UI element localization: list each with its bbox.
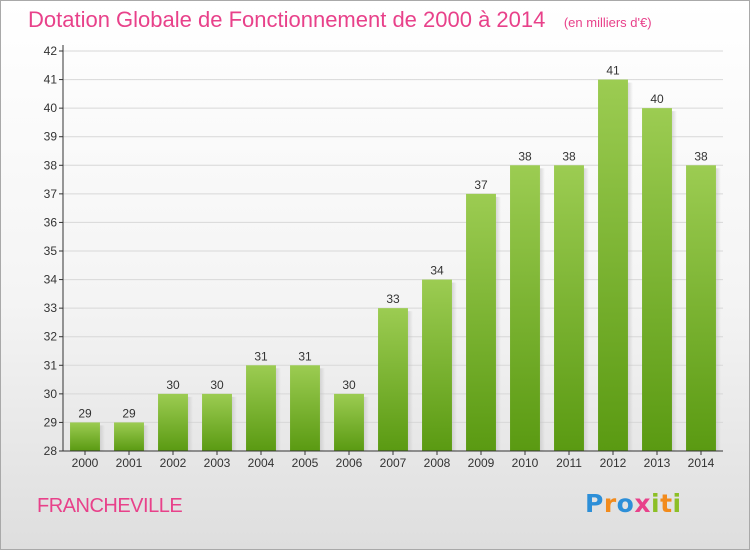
bar-2012 <box>598 79 628 452</box>
bar-value-label: 41 <box>606 64 620 78</box>
bar-value-label: 34 <box>430 264 444 278</box>
bar-value-label: 31 <box>254 349 268 363</box>
y-tick-label: 42 <box>44 44 58 58</box>
bar-shadow <box>275 368 281 451</box>
bar-shadow <box>363 396 369 451</box>
chart-title: Dotation Globale de Fonctionnement de 20… <box>28 7 546 32</box>
bar-value-label: 30 <box>342 378 356 392</box>
bar-value-label: 30 <box>166 378 180 392</box>
bar-2010 <box>510 165 540 452</box>
place-name: FRANCHEVILLE <box>37 495 183 517</box>
bar-2004 <box>246 365 276 451</box>
logo-letter: i <box>651 489 661 518</box>
y-tick-label: 38 <box>44 158 58 172</box>
y-tick-label: 35 <box>44 244 58 258</box>
x-tick-label: 2013 <box>644 456 671 470</box>
y-tick-label: 32 <box>44 330 58 344</box>
bar-value-label: 40 <box>650 92 664 106</box>
x-tick-label: 2012 <box>600 456 627 470</box>
y-tick-label: 33 <box>44 301 58 315</box>
bar-value-label: 29 <box>78 406 92 420</box>
x-tick-label: 2004 <box>248 456 275 470</box>
x-tick-label: 2002 <box>160 456 187 470</box>
bar-shadow <box>143 425 149 451</box>
y-tick-label: 37 <box>44 187 58 201</box>
bar-2014 <box>686 165 716 452</box>
y-tick-label: 41 <box>44 73 58 87</box>
x-tick-label: 2003 <box>204 456 231 470</box>
logo-letter: P <box>585 489 604 518</box>
x-axis-ticks: 2000 2001 2002 2003 2004 2005 2006 2007 2008 2009… <box>72 451 715 470</box>
title-row: Dotation Globale de Fonctionnement de 20… <box>28 7 652 33</box>
x-tick-label: 2010 <box>512 456 539 470</box>
x-tick-label: 2011 <box>556 456 582 470</box>
proxiti-logo: Proxiti <box>585 489 682 518</box>
bar-2000 <box>70 422 100 451</box>
bar-2003 <box>202 393 232 451</box>
y-tick-label: 28 <box>44 444 58 458</box>
bar-shadow <box>451 282 457 451</box>
x-tick-label: 2009 <box>468 456 495 470</box>
bar-shadow <box>99 425 105 451</box>
bar-shadow <box>627 82 633 452</box>
bar-shadow <box>319 368 325 451</box>
bar-2011 <box>554 165 584 452</box>
logo-letter: t <box>660 489 673 518</box>
bar-value-label: 38 <box>562 149 576 163</box>
x-tick-label: 2008 <box>424 456 451 470</box>
bar-value-label: 30 <box>210 378 224 392</box>
y-tick-label: 34 <box>44 273 58 287</box>
y-tick-label: 30 <box>44 387 58 401</box>
bar-2013 <box>642 108 672 452</box>
bar-2005 <box>290 365 320 451</box>
bar-value-label: 38 <box>518 149 532 163</box>
x-tick-label: 2000 <box>72 456 99 470</box>
bar-2002 <box>158 393 188 451</box>
bar-value-label: 33 <box>386 292 400 306</box>
axes <box>62 45 723 452</box>
bar-value-label: 29 <box>122 406 136 420</box>
x-tick-label: 2001 <box>116 456 143 470</box>
bar-shadow <box>231 396 237 451</box>
bar-shadow <box>539 168 545 452</box>
bar-value-labels: 29 29 30 30 31 31 30 33 34 37 38 38 41 40 38 <box>78 64 708 421</box>
chart-subtitle: (en milliers d'€) <box>563 15 652 30</box>
bar-shadow <box>583 168 589 452</box>
bar-shadow <box>715 168 721 452</box>
y-tick-label: 31 <box>44 358 58 372</box>
bar-2001 <box>114 422 144 451</box>
bar-shadow <box>495 196 501 451</box>
logo-letter: o <box>616 489 635 518</box>
y-tick-label: 29 <box>44 415 58 429</box>
x-tick-label: 2006 <box>336 456 363 470</box>
bar-2006 <box>334 393 364 451</box>
x-tick-label: 2014 <box>688 456 715 470</box>
logo-letter: i <box>672 489 682 518</box>
bar-2008 <box>422 279 452 451</box>
bars <box>70 79 721 452</box>
y-axis-ticks: 28 29 30 31 32 33 34 35 36 37 38 39 40 41 42 <box>44 44 63 458</box>
bar-2009 <box>466 193 496 451</box>
logo-letter: x <box>634 489 651 518</box>
y-tick-label: 39 <box>44 130 58 144</box>
x-tick-label: 2007 <box>380 456 407 470</box>
bar-shadow <box>671 111 677 452</box>
logo-letter: r <box>603 489 617 518</box>
bar-shadow <box>407 311 413 451</box>
bar-2007 <box>378 308 408 451</box>
y-tick-label: 36 <box>44 215 58 229</box>
bar-value-label: 37 <box>474 178 488 192</box>
y-tick-label: 40 <box>44 101 58 115</box>
bar-value-label: 38 <box>694 149 708 163</box>
bar-value-label: 31 <box>298 349 312 363</box>
x-tick-label: 2005 <box>292 456 319 470</box>
bar-shadow <box>187 396 193 451</box>
